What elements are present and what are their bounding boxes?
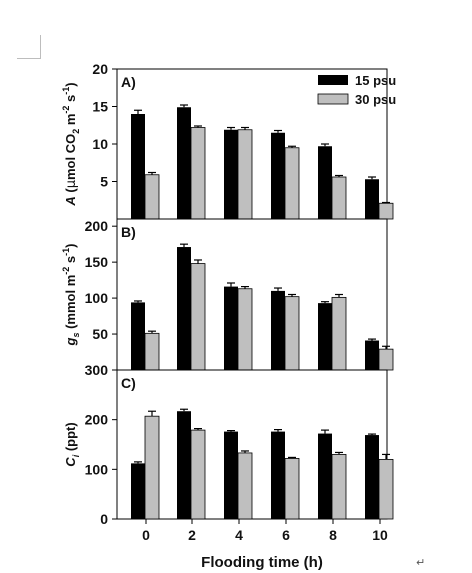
y-tick-label: 100: [85, 461, 109, 477]
bar-30psu: [237, 129, 253, 220]
bar-15psu: [271, 290, 285, 370]
bar-30psu: [378, 202, 394, 220]
panel-1: 50 100 150 200 B) gs (mmol m-2 s-1): [61, 218, 394, 371]
bar-30psu: [331, 296, 347, 371]
legend-swatch: [318, 75, 348, 85]
bar-30psu: [331, 454, 347, 520]
bar-15psu: [365, 179, 379, 219]
bar-15psu: [271, 431, 285, 519]
panel-2: 0 100 200 300 C) Ci (ppt) 0 2 4 6 8 10 Flooding time…: [63, 362, 394, 571]
bar-15psu: [271, 132, 285, 219]
y-axis-label: Ci (ppt): [63, 422, 81, 466]
bar-30psu: [284, 296, 300, 371]
bar-30psu: [190, 127, 206, 220]
bar-15psu: [177, 247, 191, 370]
legend-label: 15 psu: [355, 73, 396, 88]
bar-30psu: [331, 176, 347, 220]
bar-30psu: [284, 458, 300, 520]
panel-label: A): [121, 74, 136, 90]
bar-30psu: [190, 263, 206, 371]
x-tick-label: 0: [142, 527, 150, 543]
return-glyph: ↵: [416, 556, 425, 569]
bar-30psu: [284, 147, 300, 220]
y-tick-label: 100: [85, 290, 109, 306]
x-tick-label: 8: [329, 527, 337, 543]
bar-15psu: [318, 433, 332, 519]
crop-mark-horizontal: [17, 58, 41, 59]
bar-30psu: [237, 288, 253, 371]
bar-15psu: [131, 463, 145, 519]
y-tick-label: 15: [92, 99, 108, 115]
bar-15psu: [131, 302, 145, 370]
bar-15psu: [131, 114, 145, 219]
bar-15psu: [224, 431, 238, 519]
bar-15psu: [177, 411, 191, 519]
y-tick-label: 300: [85, 362, 109, 378]
crop-mark-vertical: [40, 35, 41, 59]
bar-15psu: [365, 435, 379, 519]
bar-30psu: [378, 348, 394, 371]
bar-30psu: [378, 458, 394, 520]
legend-swatch: [317, 93, 349, 105]
y-axis-label: gs (mmol m-2 s-1): [61, 244, 81, 347]
bar-30psu: [144, 415, 160, 520]
y-tick-label: 20: [92, 61, 108, 77]
y-tick-label: 5: [100, 174, 108, 190]
bar-15psu: [318, 303, 332, 370]
panel-0: 5 10 15 20 A) A (μmol CO2 m-2 s-1) 15 psu 30 ps…: [61, 61, 396, 220]
bar-15psu: [224, 286, 238, 370]
bar-30psu: [237, 452, 253, 520]
legend-label: 30 psu: [355, 92, 396, 107]
bar-15psu: [224, 129, 238, 219]
bar-15psu: [177, 107, 191, 219]
x-tick-label: 2: [188, 527, 196, 543]
x-axis-label: Flooding time (h): [201, 554, 323, 571]
y-tick-label: 50: [92, 326, 108, 342]
x-tick-label: 10: [372, 527, 388, 543]
bar-30psu: [144, 332, 160, 371]
x-tick-label: 4: [235, 527, 243, 543]
y-tick-label: 200: [85, 218, 109, 234]
y-tick-label: 10: [92, 136, 108, 152]
x-tick-label: 6: [282, 527, 290, 543]
bar-30psu: [190, 429, 206, 520]
panel-label: C): [121, 375, 136, 391]
y-tick-label: 150: [85, 254, 109, 270]
bar-15psu: [365, 340, 379, 370]
y-tick-label: 200: [85, 412, 109, 428]
bar-15psu: [318, 146, 332, 219]
y-axis-label: A (μmol CO2 m-2 s-1): [61, 82, 81, 206]
bar-30psu: [144, 174, 160, 220]
panel-label: B): [121, 224, 136, 240]
y-tick-label: 0: [100, 511, 108, 527]
